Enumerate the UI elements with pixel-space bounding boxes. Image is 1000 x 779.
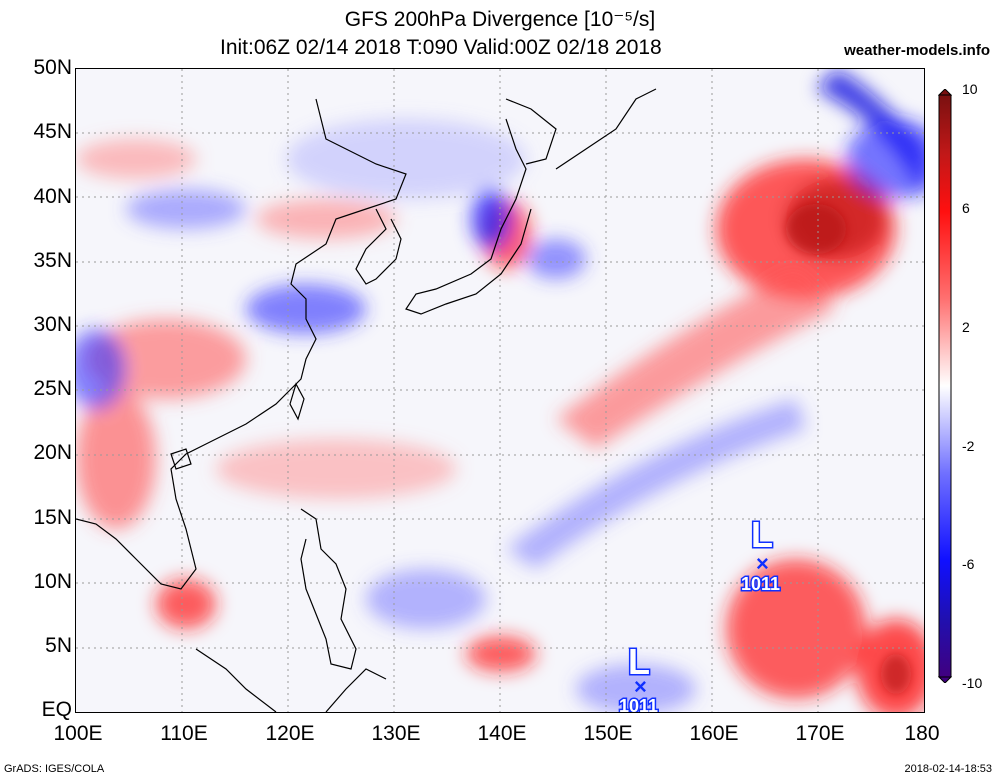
colorbar-label: -10 — [962, 675, 983, 691]
site-credit: weather-models.info — [844, 42, 990, 59]
lon-label: 140E — [477, 722, 527, 745]
low-marker-1: L × 1011 — [740, 513, 782, 596]
low-marker-2: L × 1011 — [618, 640, 660, 713]
lat-label: EQ — [41, 698, 72, 721]
colorbar-label: -6 — [962, 556, 975, 572]
low-letter: L — [628, 641, 650, 682]
timestamp: 2018-02-14-18:53 — [904, 763, 992, 775]
lat-label: 20N — [33, 441, 72, 464]
lat-label: 5N — [45, 634, 72, 657]
map-canvas: L × 1011 L × 1011 — [76, 69, 924, 712]
lat-label: 45N — [33, 120, 72, 143]
lon-label: 110E — [160, 722, 208, 745]
lat-label: 40N — [33, 185, 72, 208]
colorbar-label: 2 — [962, 319, 970, 335]
lat-label: 35N — [33, 249, 72, 272]
gridlines — [76, 69, 924, 712]
lon-label: 170E — [795, 722, 845, 745]
lat-label: 15N — [33, 506, 72, 529]
chart-subtitle: Init:06Z 02/14 2018 T:090 Valid:00Z 02/1… — [220, 36, 662, 59]
colorbar-label: 6 — [962, 200, 970, 216]
low-pressure: 1011 — [741, 574, 780, 594]
colorbar-label: -2 — [962, 438, 975, 454]
software-credit: GrADS: IGES/COLA — [4, 763, 105, 775]
lon-label: 150E — [583, 722, 633, 745]
map-panel: L × 1011 L × 1011 — [75, 68, 925, 713]
low-letter: L — [751, 514, 773, 555]
lat-label: 25N — [33, 377, 72, 400]
lon-label: 120E — [265, 722, 315, 745]
divergence-field — [76, 69, 924, 712]
lat-label: 10N — [33, 570, 72, 593]
colorbar-label: 10 — [962, 81, 978, 97]
lat-label: 30N — [33, 313, 72, 336]
lon-label: 130E — [371, 722, 421, 745]
coastlines — [76, 88, 657, 712]
lat-label: 50N — [33, 56, 72, 79]
lon-label: 180 — [904, 722, 940, 745]
colorbar — [938, 89, 952, 683]
chart-title: GFS 200hPa Divergence [10⁻⁵/s] — [344, 8, 656, 31]
lon-label: 160E — [689, 722, 739, 745]
lon-label: 100E — [53, 722, 103, 745]
low-center-mark: × — [634, 674, 647, 699]
low-center-mark: × — [756, 551, 769, 576]
low-pressure: 1011 — [619, 696, 658, 712]
